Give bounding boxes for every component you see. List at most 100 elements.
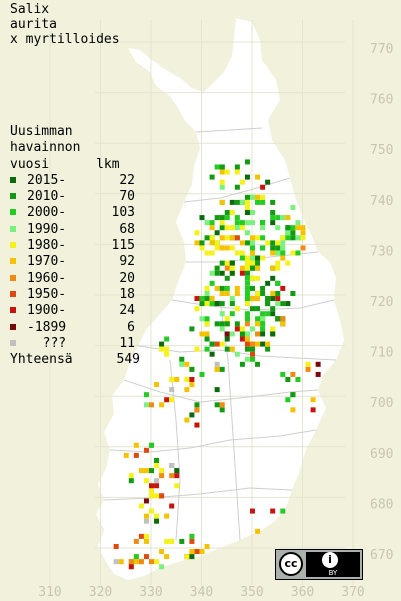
observation-marker	[224, 235, 230, 241]
observation-marker	[270, 331, 276, 337]
observation-marker	[244, 220, 250, 226]
observation-marker	[169, 387, 175, 393]
legend-count: 92	[119, 254, 135, 270]
observation-marker	[214, 265, 220, 271]
legend-swatch	[10, 323, 16, 330]
observation-marker	[128, 473, 134, 479]
observation-marker	[184, 417, 190, 423]
observation-marker	[280, 301, 286, 307]
legend-swatch	[10, 339, 16, 346]
observation-marker	[255, 321, 261, 327]
observation-marker	[219, 164, 225, 170]
observation-marker	[219, 235, 225, 241]
legend-row: 1970- 92	[10, 254, 135, 270]
observation-marker	[149, 493, 154, 499]
legend-swatch	[10, 193, 16, 200]
legend-swatch	[10, 307, 16, 314]
observation-marker	[118, 559, 124, 565]
observation-marker	[219, 402, 225, 408]
legend-row: 1990- 68	[10, 222, 135, 238]
observation-marker	[234, 326, 240, 332]
observation-marker	[280, 285, 286, 291]
observation-marker	[164, 538, 170, 544]
observation-marker	[234, 351, 240, 357]
species-name-line-2: aurita	[10, 17, 57, 32]
observation-marker	[270, 296, 276, 302]
legend-count: 70	[119, 189, 135, 205]
observation-marker	[204, 220, 210, 226]
observation-marker	[214, 361, 220, 367]
observation-marker	[204, 235, 210, 241]
observation-marker	[164, 554, 170, 560]
observation-marker	[164, 513, 170, 519]
observation-marker	[184, 377, 190, 382]
legend-period-label: 1950-	[27, 286, 67, 302]
easting-axis: 310 320 330 340 350 360 370	[38, 585, 364, 600]
observation-marker	[255, 265, 261, 271]
observation-marker	[179, 538, 185, 544]
legend-period-label: 1960-	[27, 270, 67, 286]
observation-marker	[244, 311, 250, 317]
northing-tick-label: 760	[370, 93, 393, 108]
observation-marker	[154, 493, 160, 499]
observation-marker	[214, 366, 220, 372]
observation-marker	[285, 301, 291, 307]
observation-marker	[250, 240, 255, 246]
observation-marker	[224, 260, 230, 266]
observation-marker	[285, 235, 291, 241]
observation-marker	[174, 483, 180, 489]
legend-period-label: 2010-	[27, 189, 67, 205]
observation-marker	[184, 554, 190, 560]
observation-marker	[270, 265, 276, 271]
observation-marker	[224, 225, 230, 231]
observation-marker	[285, 260, 291, 266]
observation-marker	[255, 275, 261, 281]
legend-swatch	[10, 209, 16, 216]
observation-marker	[275, 225, 281, 231]
observation-marker	[290, 290, 296, 296]
observation-marker	[209, 270, 215, 276]
observation-marker	[209, 301, 215, 307]
observation-marker	[159, 402, 165, 408]
observation-marker	[234, 164, 240, 170]
observation-marker	[204, 301, 210, 307]
legend-count: 24	[119, 303, 135, 319]
observation-marker	[194, 240, 200, 246]
observation-marker	[219, 321, 225, 327]
observation-marker	[305, 361, 311, 367]
observation-marker	[229, 260, 235, 266]
legend-row: 1950- 18	[10, 287, 135, 303]
observation-marker	[275, 290, 281, 296]
observation-marker	[244, 296, 250, 302]
easting-tick-label: 320	[89, 585, 112, 600]
legend: Uusimman havainnon vuosi lkm 2015- 22 2010…	[10, 124, 140, 368]
observation-marker	[250, 351, 255, 357]
observation-marker	[229, 301, 235, 307]
observation-marker	[154, 457, 160, 463]
observation-marker	[244, 199, 250, 205]
easting-tick-label: 340	[190, 585, 213, 600]
observation-marker	[295, 250, 301, 256]
legend-header-line-1: Uusimman	[10, 124, 73, 139]
observation-marker	[219, 225, 225, 231]
observation-marker	[250, 235, 255, 241]
observation-marker	[260, 255, 266, 261]
observation-marker	[219, 290, 225, 296]
observation-marker	[209, 280, 215, 286]
observation-marker	[128, 564, 134, 570]
observation-marker	[128, 559, 134, 565]
observation-marker	[194, 296, 200, 302]
observation-marker	[285, 377, 291, 382]
observation-marker	[133, 559, 139, 565]
observation-marker	[143, 513, 149, 519]
legend-total-label: Yhteensä	[10, 352, 73, 368]
observation-marker	[229, 225, 235, 231]
observation-marker	[214, 245, 220, 251]
observation-marker	[275, 260, 281, 266]
observation-marker	[280, 235, 286, 241]
observation-marker	[244, 336, 250, 342]
observation-marker	[229, 270, 235, 276]
northing-tick-label: 710	[370, 346, 393, 361]
observation-marker	[143, 392, 149, 398]
observation-marker	[154, 463, 160, 469]
